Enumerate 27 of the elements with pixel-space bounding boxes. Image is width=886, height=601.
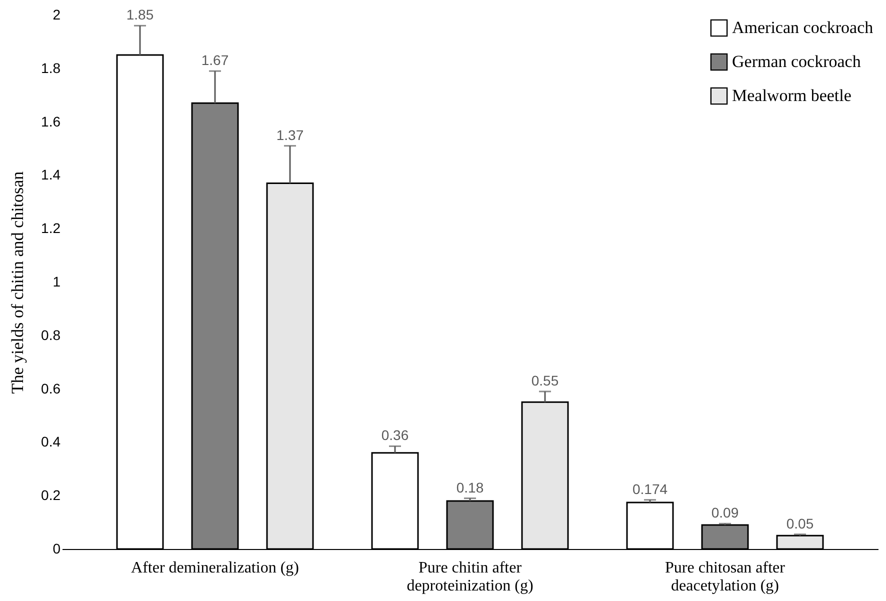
legend-label: Mealworm beetle <box>732 86 852 105</box>
data-label: 0.174 <box>632 480 668 497</box>
y-tick-label: 1 <box>52 274 61 290</box>
y-tick-label: 0.6 <box>41 380 61 396</box>
y-tick-label: 1.2 <box>41 220 61 236</box>
y-tick-label: 0.2 <box>41 487 61 504</box>
data-label: 1.37 <box>276 126 304 143</box>
data-label: 0.09 <box>711 504 739 521</box>
y-tick-label: 2 <box>52 6 61 22</box>
legend-label: German cockroach <box>732 52 862 71</box>
y-tick-label: 0.4 <box>41 434 61 450</box>
x-tick-label: Pure chitin after deproteinization (g) <box>406 560 534 594</box>
x-tick-label: After demineralization (g) <box>131 560 299 576</box>
legend-label: American cockroach <box>732 18 874 37</box>
y-axis-title: The yields of chitin and chitosan <box>8 170 28 394</box>
y-tick-label: 1.6 <box>41 113 61 130</box>
data-label: 1.67 <box>201 52 229 68</box>
y-tick-label: 1.8 <box>41 60 61 76</box>
data-label: 0.55 <box>531 372 559 388</box>
data-label: 0.05 <box>786 515 814 532</box>
y-tick-label: 1.4 <box>41 166 61 183</box>
data-label: 0.36 <box>381 427 409 444</box>
y-tick-label: 0 <box>52 540 61 556</box>
data-label: 0.18 <box>456 479 484 496</box>
y-tick-label: 0.8 <box>41 326 61 343</box>
data-label: 1.85 <box>126 6 154 23</box>
x-tick-label: Pure chitosan after deacetylation (g) <box>665 560 786 594</box>
